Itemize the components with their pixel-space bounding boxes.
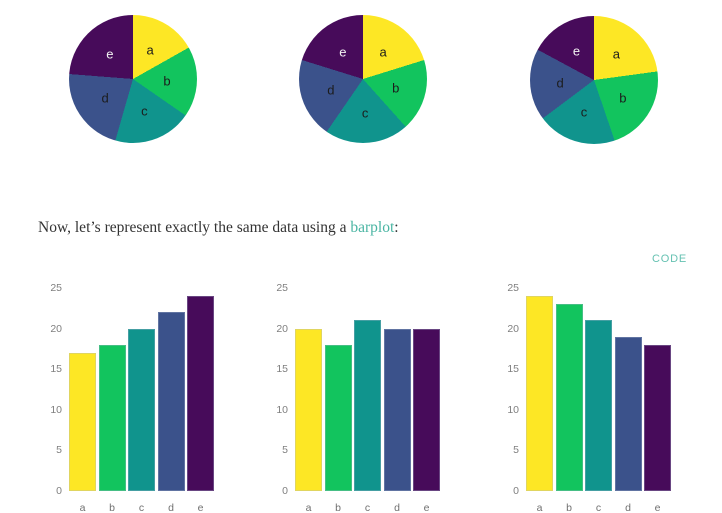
pie-slice-label-a: a — [379, 44, 387, 60]
pie-slice-label-b: b — [163, 73, 171, 89]
bar-a — [526, 296, 553, 491]
y-axis-tick-15: 15 — [507, 363, 519, 376]
pie-slice-label-b: b — [619, 90, 627, 106]
y-axis-tick-0: 0 — [56, 485, 62, 497]
pie-chart-2: a b c d e — [299, 15, 427, 143]
y-axis-tick-5: 5 — [56, 444, 62, 457]
x-axis-label-c: c — [364, 502, 371, 513]
y-axis-tick-0: 0 — [513, 485, 519, 497]
x-axis-label-a: a — [536, 502, 543, 513]
x-axis-label-a: a — [79, 502, 86, 513]
bar-e — [187, 296, 214, 491]
bar-b — [98, 344, 126, 491]
pie-slice-label-c: c — [141, 103, 148, 119]
y-axis-tick-10: 10 — [50, 403, 62, 416]
y-axis-tick-25: 25 — [507, 282, 519, 294]
code-link[interactable]: CODE — [652, 253, 687, 265]
x-axis-label-d: d — [625, 502, 631, 513]
x-axis-label-d: d — [394, 502, 400, 513]
x-axis-label-c: c — [595, 502, 602, 513]
pie-slice-label-d: d — [101, 90, 109, 106]
pie-slice-label-e: e — [106, 46, 114, 62]
y-axis-tick-0: 0 — [282, 485, 288, 497]
y-axis-tick-10: 10 — [276, 403, 288, 416]
sentence-prefix: Now, let’s represent exactly the same da… — [38, 219, 351, 236]
bar-a — [295, 328, 322, 491]
bar-chart-3: 0 5 10 15 20 25 a b c d e — [493, 278, 683, 513]
bar-c — [354, 320, 381, 491]
y-axis-tick-5: 5 — [513, 444, 519, 457]
y-axis-tick-10: 10 — [507, 403, 519, 416]
bar-chart-1: 0 5 10 15 20 25 a b c d e — [36, 278, 226, 513]
sentence-suffix: : — [394, 219, 399, 236]
bar-a — [69, 352, 96, 491]
y-axis-tick-20: 20 — [50, 322, 62, 335]
x-axis-label-c: c — [138, 502, 145, 513]
bar-d — [614, 336, 642, 491]
pie-slice-label-a: a — [146, 42, 154, 58]
x-axis-label-a: a — [305, 502, 312, 513]
y-axis-tick-15: 15 — [50, 363, 62, 376]
y-axis-tick-20: 20 — [507, 322, 519, 335]
x-axis-label-e: e — [423, 502, 430, 513]
bar-d — [383, 328, 411, 491]
y-axis-tick-25: 25 — [50, 282, 62, 294]
x-axis-label-b: b — [566, 502, 572, 513]
x-axis-label-b: b — [109, 502, 115, 513]
pie-slice-label-d: d — [556, 75, 564, 91]
bar-d — [157, 312, 185, 491]
bar-b — [324, 344, 352, 491]
y-axis-tick-5: 5 — [282, 444, 288, 457]
pie-slice-label-c: c — [580, 104, 588, 120]
pie-slice-label-c: c — [361, 105, 369, 121]
bar-e — [413, 328, 440, 491]
bar-c — [585, 320, 612, 491]
bar-b — [555, 304, 583, 491]
intro-sentence: Now, let’s represent exactly the same da… — [38, 219, 399, 237]
y-axis-tick-20: 20 — [276, 322, 288, 335]
bar-e — [644, 344, 671, 491]
x-axis-label-d: d — [168, 502, 174, 513]
bar-c — [128, 328, 155, 491]
pie-slice-label-e: e — [572, 43, 581, 59]
pie-slice-label-a: a — [612, 46, 620, 62]
pie-slice-label-b: b — [392, 80, 400, 96]
x-axis-label-e: e — [654, 502, 661, 513]
pie-slice-label-e: e — [339, 44, 347, 60]
x-axis-label-e: e — [197, 502, 204, 513]
barplot-link[interactable]: barplot — [350, 219, 395, 236]
bar-chart-2: 0 5 10 15 20 25 a b c d e — [262, 278, 452, 513]
pie-slice-label-d: d — [327, 82, 335, 98]
y-axis-tick-15: 15 — [276, 363, 288, 376]
y-axis-tick-25: 25 — [276, 282, 288, 294]
x-axis-label-b: b — [335, 502, 341, 513]
